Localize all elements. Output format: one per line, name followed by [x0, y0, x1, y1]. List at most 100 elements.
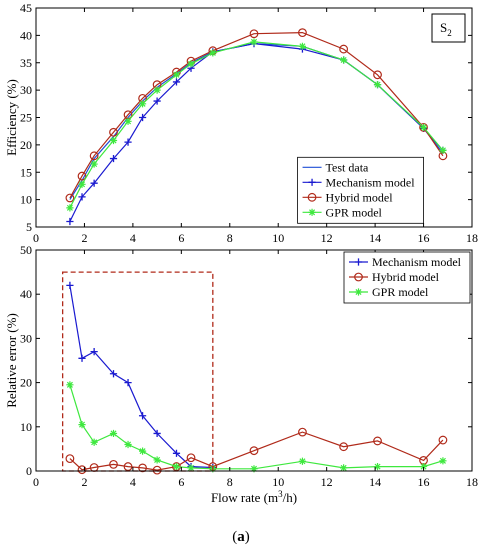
s2-annotation: S2 [431, 13, 466, 43]
x-tick-label: 2 [81, 231, 87, 245]
data-point-gpr [109, 429, 118, 438]
y-tick-label: 50 [20, 243, 32, 257]
data-point-mechanism [172, 449, 181, 457]
data-point-hybrid [249, 29, 259, 39]
x-tick-label: 10 [272, 475, 284, 489]
data-point-hybrid [339, 442, 349, 452]
x-tick-label: 14 [369, 231, 381, 245]
legend-marker-mechanism [308, 178, 316, 186]
legend-item-mechanism: Mechanism model [349, 255, 462, 269]
x-tick-label: 0 [33, 475, 39, 489]
y-tick-label: 35 [20, 56, 32, 70]
data-point-hybrid [373, 70, 382, 80]
data-point-mechanism [90, 348, 98, 356]
data-point-gpr [172, 71, 181, 79]
series-line-gpr [69, 41, 444, 209]
x-axis-label-tail: /h) [283, 490, 297, 505]
series-mechanism [66, 281, 217, 472]
efficiency-chart: 0 2 4 6 8 10 12 14 16 18 5 10 15 20 25 30 35 40 45 Efficie… [4, 1, 478, 245]
data-point-gpr [419, 462, 428, 471]
data-point-gpr [172, 462, 181, 471]
data-point-gpr [109, 136, 118, 145]
x-tick-label: 4 [130, 475, 136, 489]
series-gpr [66, 38, 447, 212]
x-tick-label: 16 [418, 231, 430, 245]
data-point-mechanism [124, 138, 132, 146]
data-point-mechanism [66, 217, 74, 226]
data-point-hybrid [186, 453, 196, 463]
legend-label: Mechanism model [372, 255, 462, 269]
x-tick-label: 18 [466, 231, 478, 245]
y-tick-label: 45 [20, 1, 32, 15]
data-point-mechanism [78, 354, 86, 362]
data-point-mechanism [153, 429, 161, 438]
data-point-gpr [419, 123, 428, 131]
data-point-mechanism [90, 179, 98, 187]
data-point-mechanism [109, 154, 118, 163]
data-point-hybrid [77, 465, 87, 475]
data-point-gpr [153, 456, 161, 464]
data-point-gpr [298, 42, 307, 50]
legend-label: Hybrid model [372, 270, 440, 284]
error-plot-frame [35, 249, 473, 472]
legend-item-hybrid: Hybrid model [302, 190, 394, 204]
legend-marker-gpr [308, 208, 316, 216]
data-point-hybrid [65, 193, 75, 203]
series-line-hybrid [69, 431, 444, 471]
legend-item-gpr: GPR model [349, 285, 429, 299]
highlight-box [61, 271, 214, 472]
data-point-hybrid [438, 435, 448, 445]
data-point-hybrid [109, 459, 118, 469]
legend-label: Hybrid model [326, 190, 394, 204]
legend-label: GPR model [326, 205, 383, 219]
data-point-hybrid [339, 44, 349, 54]
data-point-gpr [373, 81, 382, 89]
data-point-gpr [439, 457, 447, 465]
data-point-gpr [138, 447, 147, 455]
data-point-gpr [138, 100, 147, 108]
data-point-hybrid [249, 446, 259, 456]
data-point-mechanism [153, 97, 161, 105]
x-tick-label: 6 [178, 231, 184, 245]
x-tick-label: 12 [321, 231, 333, 245]
data-point-gpr [250, 38, 258, 46]
x-tick-label: 2 [81, 475, 87, 489]
x-tick-label: 12 [321, 475, 333, 489]
data-point-gpr [124, 440, 132, 449]
data-point-hybrid [152, 465, 162, 475]
data-point-mechanism [138, 113, 147, 122]
legend-label: Test data [326, 160, 369, 174]
svg-text:S2: S2 [440, 20, 452, 38]
data-point-gpr [66, 204, 74, 212]
efficiency-y-axis-label: Efficiency (%) [4, 79, 19, 156]
data-point-gpr [66, 381, 74, 389]
data-point-gpr [340, 56, 348, 64]
data-point-gpr [124, 117, 132, 125]
legend-item-hybrid: Hybrid model [349, 270, 440, 284]
data-point-gpr [90, 160, 98, 168]
figure-caption: (a) [232, 529, 250, 545]
data-point-hybrid [77, 171, 87, 181]
y-tick-label: 40 [20, 287, 32, 301]
data-point-mechanism [66, 281, 74, 289]
relative-error-chart: 0 2 4 6 8 10 12 14 16 18 0 10 20 30 40 50 Relative erro… [4, 243, 478, 505]
data-point-gpr [78, 420, 86, 429]
x-tick-label: 16 [418, 475, 430, 489]
data-point-gpr [153, 86, 161, 94]
data-point-hybrid [419, 122, 428, 132]
legend-item-mechanism: Mechanism model [302, 175, 415, 189]
x-tick-label: 10 [272, 231, 284, 245]
y-tick-label: 30 [20, 331, 32, 345]
data-point-mechanism [109, 370, 118, 378]
data-point-gpr [373, 462, 382, 471]
error-y-axis-label: Relative error (%) [4, 313, 19, 408]
x-axis-label: Flow rate (m3/h) [211, 489, 297, 505]
x-axis-label-base: Flow rate (m [211, 490, 278, 505]
data-point-mechanism [172, 78, 181, 86]
legend-label: GPR model [372, 285, 429, 299]
y-tick-label: 30 [20, 83, 32, 97]
x-tick-label: 4 [130, 231, 136, 245]
legend-marker-gpr [354, 288, 363, 296]
y-tick-label: 0 [26, 464, 32, 478]
